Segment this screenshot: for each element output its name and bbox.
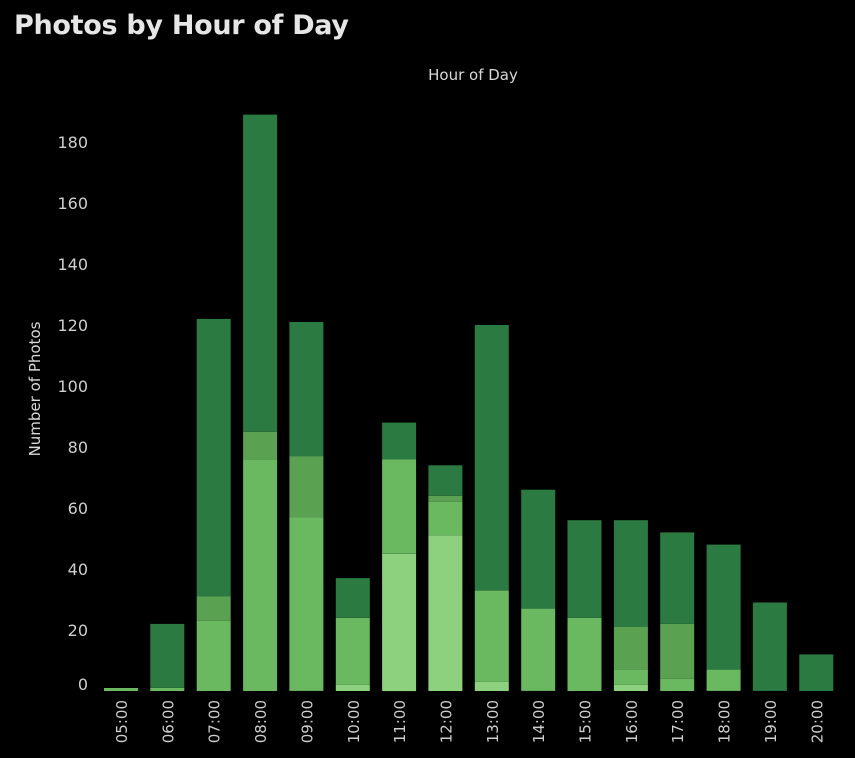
x-tick-label: 17:00 — [669, 700, 687, 743]
bar-segment — [474, 590, 509, 682]
x-tick-label: 10:00 — [345, 700, 363, 743]
y-tick-label: 0 — [78, 675, 88, 694]
x-tick-label: 05:00 — [113, 700, 131, 743]
bar-segment — [428, 495, 463, 502]
bar-segment — [289, 322, 324, 457]
bar-segment — [660, 623, 695, 679]
bar-segment — [660, 532, 695, 624]
y-tick-label: 60 — [68, 499, 88, 518]
bar-segment — [335, 684, 370, 691]
bar-segment — [243, 114, 278, 432]
bar-segment — [196, 596, 231, 621]
x-axis: 05:00 06:00 07:00 08:00 09:00 10:00 11:00 12:00… — [113, 700, 826, 743]
bar-segment — [567, 617, 602, 691]
x-tick-label: 16:00 — [623, 700, 641, 743]
bar-segment — [752, 602, 787, 691]
bar-segment — [335, 578, 370, 618]
bar-segment — [335, 617, 370, 685]
bar-segment — [150, 688, 185, 691]
x-tick-label: 20:00 — [808, 700, 826, 743]
bar-segment — [428, 465, 463, 496]
x-tick-label: 06:00 — [159, 700, 177, 743]
bar-segment — [428, 501, 463, 536]
bar-segment — [521, 608, 556, 691]
bar-segment — [474, 681, 509, 691]
bar-segment — [382, 422, 417, 460]
y-tick-label: 20 — [68, 621, 88, 640]
x-tick-label: 18:00 — [716, 700, 734, 743]
bar-segment — [613, 669, 648, 685]
bar-segment — [289, 456, 324, 518]
x-tick-label: 13:00 — [484, 700, 502, 743]
x-tick-label: 09:00 — [298, 700, 316, 743]
y-tick-label: 140 — [57, 255, 88, 274]
x-tick-label: 11:00 — [391, 700, 409, 743]
y-tick-label: 160 — [57, 194, 88, 213]
bar-segment — [567, 520, 602, 618]
bar-segment — [382, 553, 417, 692]
bar-segment — [474, 325, 509, 591]
bar-segment — [382, 459, 417, 554]
page-title: Photos by Hour of Day — [14, 10, 349, 41]
bar-segment — [660, 678, 695, 691]
bars — [104, 114, 834, 692]
y-axis-label: Number of Photos — [26, 321, 44, 456]
bar-segment — [196, 620, 231, 691]
bar-segment — [613, 684, 648, 691]
x-tick-label: 14:00 — [530, 700, 548, 743]
bar-segment — [428, 535, 463, 691]
x-tick-label: 08:00 — [252, 700, 270, 743]
x-tick-label: 19:00 — [762, 700, 780, 743]
bar-segment — [289, 517, 324, 691]
bar-segment — [799, 654, 834, 691]
y-tick-label: 40 — [68, 560, 88, 579]
bar-segment — [706, 544, 741, 670]
bar-segment — [150, 623, 185, 688]
y-axis: 0 20 40 60 80 100 120 140 160 180 — [57, 133, 88, 694]
x-tick-label: 07:00 — [206, 700, 224, 743]
bar-segment — [243, 459, 278, 691]
bar-segment — [613, 520, 648, 627]
x-tick-label: 12:00 — [437, 700, 455, 743]
bar-segment — [104, 688, 138, 691]
bar-segment — [706, 669, 741, 691]
bar-segment — [243, 431, 278, 460]
x-axis-label: Hour of Day — [428, 66, 518, 84]
y-tick-label: 100 — [57, 377, 88, 396]
y-tick-label: 80 — [68, 438, 88, 457]
y-tick-label: 120 — [57, 316, 88, 335]
x-tick-label: 15:00 — [577, 700, 595, 743]
bar-segment — [196, 318, 231, 597]
bar-segment — [521, 489, 556, 609]
y-tick-label: 180 — [57, 133, 88, 152]
bar-segment — [613, 627, 648, 670]
